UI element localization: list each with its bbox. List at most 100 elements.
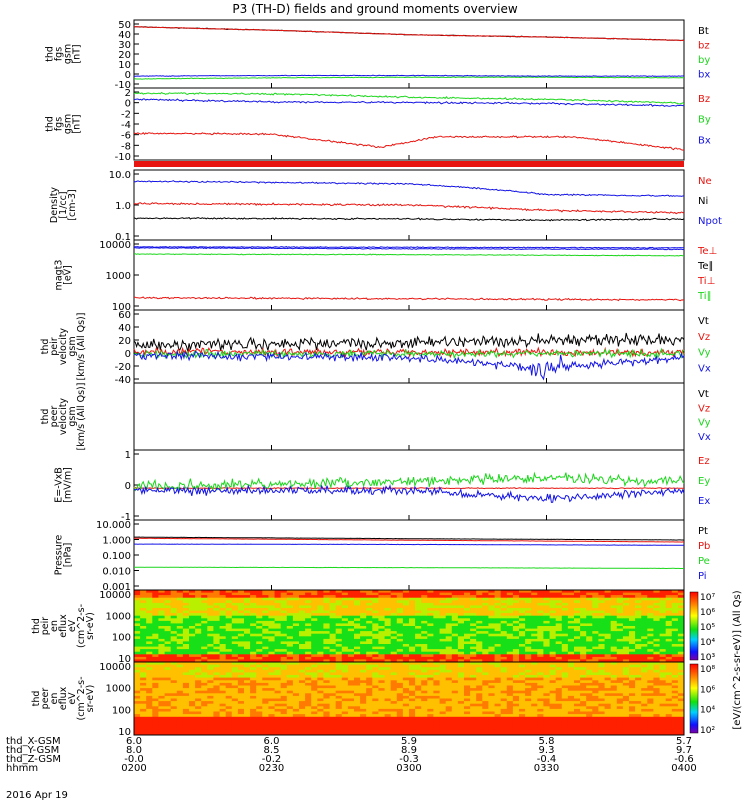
heatmap-cell xyxy=(256,597,263,601)
heatmap-cell xyxy=(610,592,618,596)
heatmap-cell xyxy=(134,595,141,599)
heatmap-cell xyxy=(378,610,385,614)
heatmap-cell xyxy=(280,610,288,614)
heatmap-cell xyxy=(317,680,324,684)
y-axis-label: [km/s (All Qs)] xyxy=(76,383,87,451)
heatmap-cell xyxy=(207,682,214,686)
heatmap-cell xyxy=(158,727,165,731)
heatmap-cell xyxy=(274,631,282,635)
heatmap-cell xyxy=(622,649,630,653)
heatmap-cell xyxy=(396,628,404,632)
heatmap-cell xyxy=(182,695,190,699)
heatmap-cell xyxy=(445,608,453,612)
heatmap-cell xyxy=(635,649,642,653)
heatmap-cell xyxy=(451,706,459,710)
heatmap-cell xyxy=(519,669,526,673)
heatmap-cell xyxy=(207,626,214,630)
heatmap-cell xyxy=(274,727,282,731)
heatmap-cell xyxy=(195,667,202,671)
heatmap-cell xyxy=(500,706,508,710)
heatmap-cell xyxy=(341,600,349,604)
heatmap-cell xyxy=(574,729,581,733)
heatmap-cell xyxy=(341,711,349,715)
heatmap-cell xyxy=(616,613,624,617)
heatmap-cell xyxy=(189,680,196,684)
heatmap-cell xyxy=(647,638,654,642)
heatmap-cell xyxy=(439,613,447,617)
heatmap-cell xyxy=(189,716,196,720)
heatmap-cell xyxy=(543,602,550,606)
heatmap-cell xyxy=(402,695,410,699)
heatmap-cell xyxy=(482,656,489,660)
heatmap-cell xyxy=(586,706,593,710)
heatmap-cell xyxy=(299,649,306,653)
heatmap-cell xyxy=(433,672,440,676)
heatmap-cell xyxy=(470,590,477,594)
heatmap-cell xyxy=(580,610,587,614)
heatmap-cell xyxy=(598,729,605,733)
heatmap-cell xyxy=(256,669,263,673)
heatmap-cell xyxy=(360,677,367,681)
heatmap-cell xyxy=(500,729,508,733)
heatmap-cell xyxy=(201,690,208,694)
heatmap-cell xyxy=(201,656,208,660)
heatmap-cell xyxy=(268,690,275,694)
series-bx xyxy=(133,74,685,78)
heatmap-cell xyxy=(506,682,514,686)
heatmap-cell xyxy=(384,646,392,650)
heatmap-cell xyxy=(421,592,428,596)
heatmap-cell xyxy=(409,719,416,723)
heatmap-cell xyxy=(244,677,251,681)
heatmap-cell xyxy=(207,675,214,679)
heatmap-cell xyxy=(244,623,251,627)
heatmap-cell xyxy=(280,651,288,655)
heatmap-cell xyxy=(439,706,447,710)
heatmap-cell xyxy=(567,592,575,596)
heatmap-cell xyxy=(433,724,440,728)
heatmap-cell xyxy=(231,708,239,712)
heatmap-cell xyxy=(305,600,312,604)
heatmap-cell xyxy=(537,719,544,723)
heatmap-cell xyxy=(292,600,300,604)
heatmap-cell xyxy=(134,631,141,635)
heatmap-cell xyxy=(152,667,159,671)
heatmap-cell xyxy=(421,729,428,733)
heatmap-cell xyxy=(567,656,575,660)
heatmap-cell xyxy=(195,605,202,609)
heatmap-cell xyxy=(531,600,538,604)
heatmap-cell xyxy=(323,590,330,594)
heatmap-cell xyxy=(421,605,428,609)
heatmap-cell xyxy=(500,656,508,660)
heatmap-cell xyxy=(140,620,147,624)
heatmap-cell xyxy=(409,618,416,622)
heatmap-cell xyxy=(421,631,428,635)
heatmap-cell xyxy=(219,641,227,645)
heatmap-cell xyxy=(531,716,538,720)
heatmap-cell xyxy=(451,716,459,720)
heatmap-cell xyxy=(134,708,141,712)
heatmap-cell xyxy=(512,680,520,684)
heatmap-cell xyxy=(366,638,373,642)
heatmap-cell xyxy=(305,719,312,723)
heatmap-cell xyxy=(378,646,385,650)
heatmap-cell xyxy=(268,677,275,681)
heatmap-cell xyxy=(488,732,495,736)
heatmap-cell xyxy=(512,654,520,658)
heatmap-cell xyxy=(354,602,361,606)
heatmap-cell xyxy=(580,656,587,660)
heatmap-cell xyxy=(244,656,251,660)
heatmap-cell xyxy=(555,602,563,606)
heatmap-cell xyxy=(586,729,593,733)
heatmap-cell xyxy=(525,688,532,692)
heatmap-cell xyxy=(140,662,147,666)
heatmap-cell xyxy=(543,722,550,726)
heatmap-cell xyxy=(555,610,563,614)
heatmap-cell xyxy=(335,716,343,720)
heatmap-cell xyxy=(292,654,300,658)
heatmap-cell xyxy=(415,654,422,658)
heatmap-cell xyxy=(237,623,245,627)
heatmap-cell xyxy=(427,682,434,686)
heatmap-cell xyxy=(531,724,538,728)
heatmap-cell xyxy=(604,623,612,627)
heatmap-cell xyxy=(299,656,306,660)
